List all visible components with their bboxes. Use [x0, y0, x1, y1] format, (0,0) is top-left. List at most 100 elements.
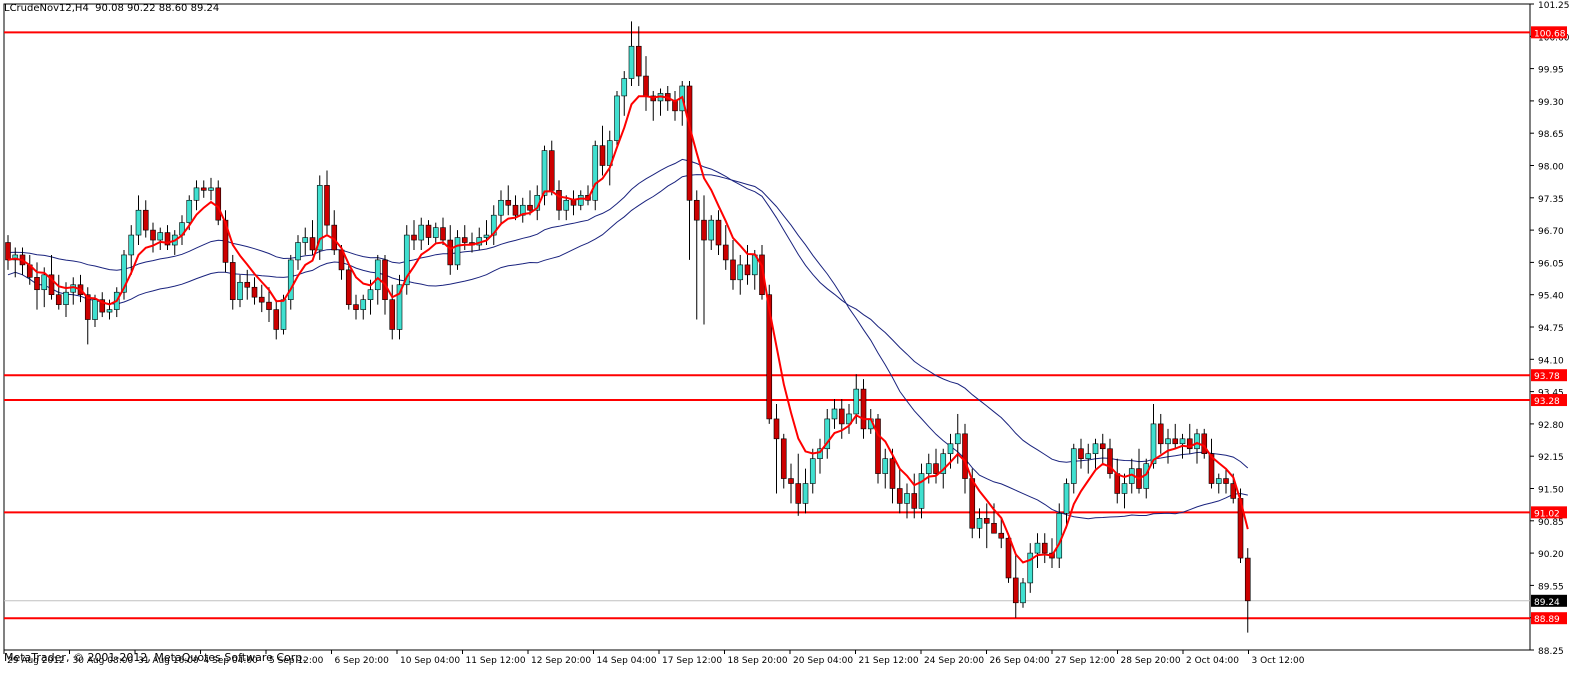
candle[interactable] — [860, 379, 867, 439]
candle[interactable] — [374, 254, 381, 305]
candle[interactable] — [1165, 428, 1171, 464]
candle[interactable] — [258, 284, 265, 313]
candle[interactable] — [577, 190, 584, 211]
candle[interactable] — [157, 227, 164, 250]
candle[interactable] — [287, 254, 294, 310]
candle[interactable] — [693, 190, 700, 320]
candle[interactable] — [715, 210, 722, 255]
candle[interactable] — [1172, 423, 1179, 449]
candle[interactable] — [838, 399, 845, 439]
candle[interactable] — [512, 195, 519, 221]
candle[interactable] — [106, 299, 113, 320]
candle[interactable] — [614, 90, 620, 146]
candle[interactable] — [875, 413, 881, 484]
candle[interactable] — [251, 277, 258, 305]
candle[interactable] — [345, 264, 352, 310]
candle[interactable] — [389, 284, 396, 340]
candle[interactable] — [1157, 413, 1164, 454]
candle[interactable] — [48, 254, 55, 300]
candle[interactable] — [309, 220, 316, 255]
candle[interactable] — [737, 254, 744, 295]
candle[interactable] — [722, 225, 729, 270]
candle[interactable] — [360, 294, 367, 320]
candle[interactable] — [396, 274, 403, 340]
candle[interactable] — [831, 399, 838, 429]
candle[interactable] — [904, 483, 910, 519]
candle[interactable] — [440, 217, 446, 246]
candle[interactable] — [976, 508, 983, 539]
candle[interactable] — [164, 225, 171, 250]
candle[interactable] — [701, 195, 707, 325]
candle[interactable] — [498, 190, 504, 226]
candle[interactable] — [12, 247, 19, 278]
candle[interactable] — [1150, 404, 1157, 469]
candle[interactable] — [809, 448, 816, 494]
candle[interactable] — [34, 262, 40, 310]
candle[interactable] — [432, 222, 439, 243]
candle[interactable] — [621, 71, 628, 116]
candle[interactable] — [266, 287, 272, 323]
candle[interactable] — [773, 404, 780, 494]
candle[interactable] — [1186, 423, 1193, 454]
candle[interactable] — [353, 294, 359, 320]
candle[interactable] — [316, 175, 323, 260]
candle[interactable] — [1215, 473, 1222, 494]
candle[interactable] — [925, 453, 932, 484]
candle[interactable] — [635, 26, 642, 86]
candle[interactable] — [962, 423, 968, 494]
candle[interactable] — [998, 518, 1005, 549]
candle[interactable] — [1194, 428, 1200, 464]
candle[interactable] — [150, 222, 156, 253]
candle[interactable] — [592, 140, 599, 211]
candle[interactable] — [1085, 443, 1092, 474]
candle[interactable] — [780, 433, 787, 489]
candle[interactable] — [295, 235, 301, 270]
candle[interactable] — [1078, 438, 1084, 469]
candle[interactable] — [708, 215, 715, 250]
candle[interactable] — [302, 227, 309, 255]
candle[interactable] — [490, 205, 497, 246]
candle[interactable] — [1244, 548, 1251, 633]
candle[interactable] — [527, 190, 533, 216]
candle[interactable] — [1208, 438, 1215, 489]
candle[interactable] — [1201, 428, 1208, 459]
candle[interactable] — [425, 220, 432, 246]
candle[interactable] — [121, 249, 127, 300]
candle[interactable] — [55, 274, 62, 310]
candle[interactable] — [730, 240, 736, 290]
candle[interactable] — [599, 125, 606, 176]
candle[interactable] — [802, 468, 809, 514]
candle[interactable] — [418, 217, 425, 250]
candle[interactable] — [1063, 478, 1070, 529]
candle[interactable] — [933, 448, 939, 484]
candle[interactable] — [1070, 443, 1077, 494]
candle[interactable] — [824, 408, 831, 459]
candle[interactable] — [1223, 468, 1229, 494]
candle[interactable] — [846, 404, 852, 434]
candle[interactable] — [882, 448, 889, 489]
candle[interactable] — [142, 200, 149, 238]
candle[interactable] — [1012, 553, 1019, 618]
candle[interactable] — [244, 269, 251, 300]
candle[interactable] — [896, 468, 903, 514]
candle[interactable] — [454, 230, 461, 270]
candle[interactable] — [208, 177, 214, 201]
candle[interactable] — [686, 81, 693, 260]
candle[interactable] — [911, 473, 918, 519]
candle[interactable] — [556, 180, 562, 221]
candle[interactable] — [563, 195, 570, 221]
candle[interactable] — [1056, 503, 1063, 569]
candle[interactable] — [1107, 438, 1113, 479]
candle[interactable] — [788, 463, 794, 504]
candle[interactable] — [222, 210, 229, 273]
candle[interactable] — [99, 292, 106, 318]
candle[interactable] — [541, 145, 548, 206]
candle[interactable] — [92, 294, 98, 327]
candle[interactable] — [505, 185, 512, 216]
candle[interactable] — [1027, 543, 1034, 593]
candle[interactable] — [983, 503, 990, 549]
candle[interactable] — [403, 225, 410, 295]
candle[interactable] — [135, 195, 142, 246]
